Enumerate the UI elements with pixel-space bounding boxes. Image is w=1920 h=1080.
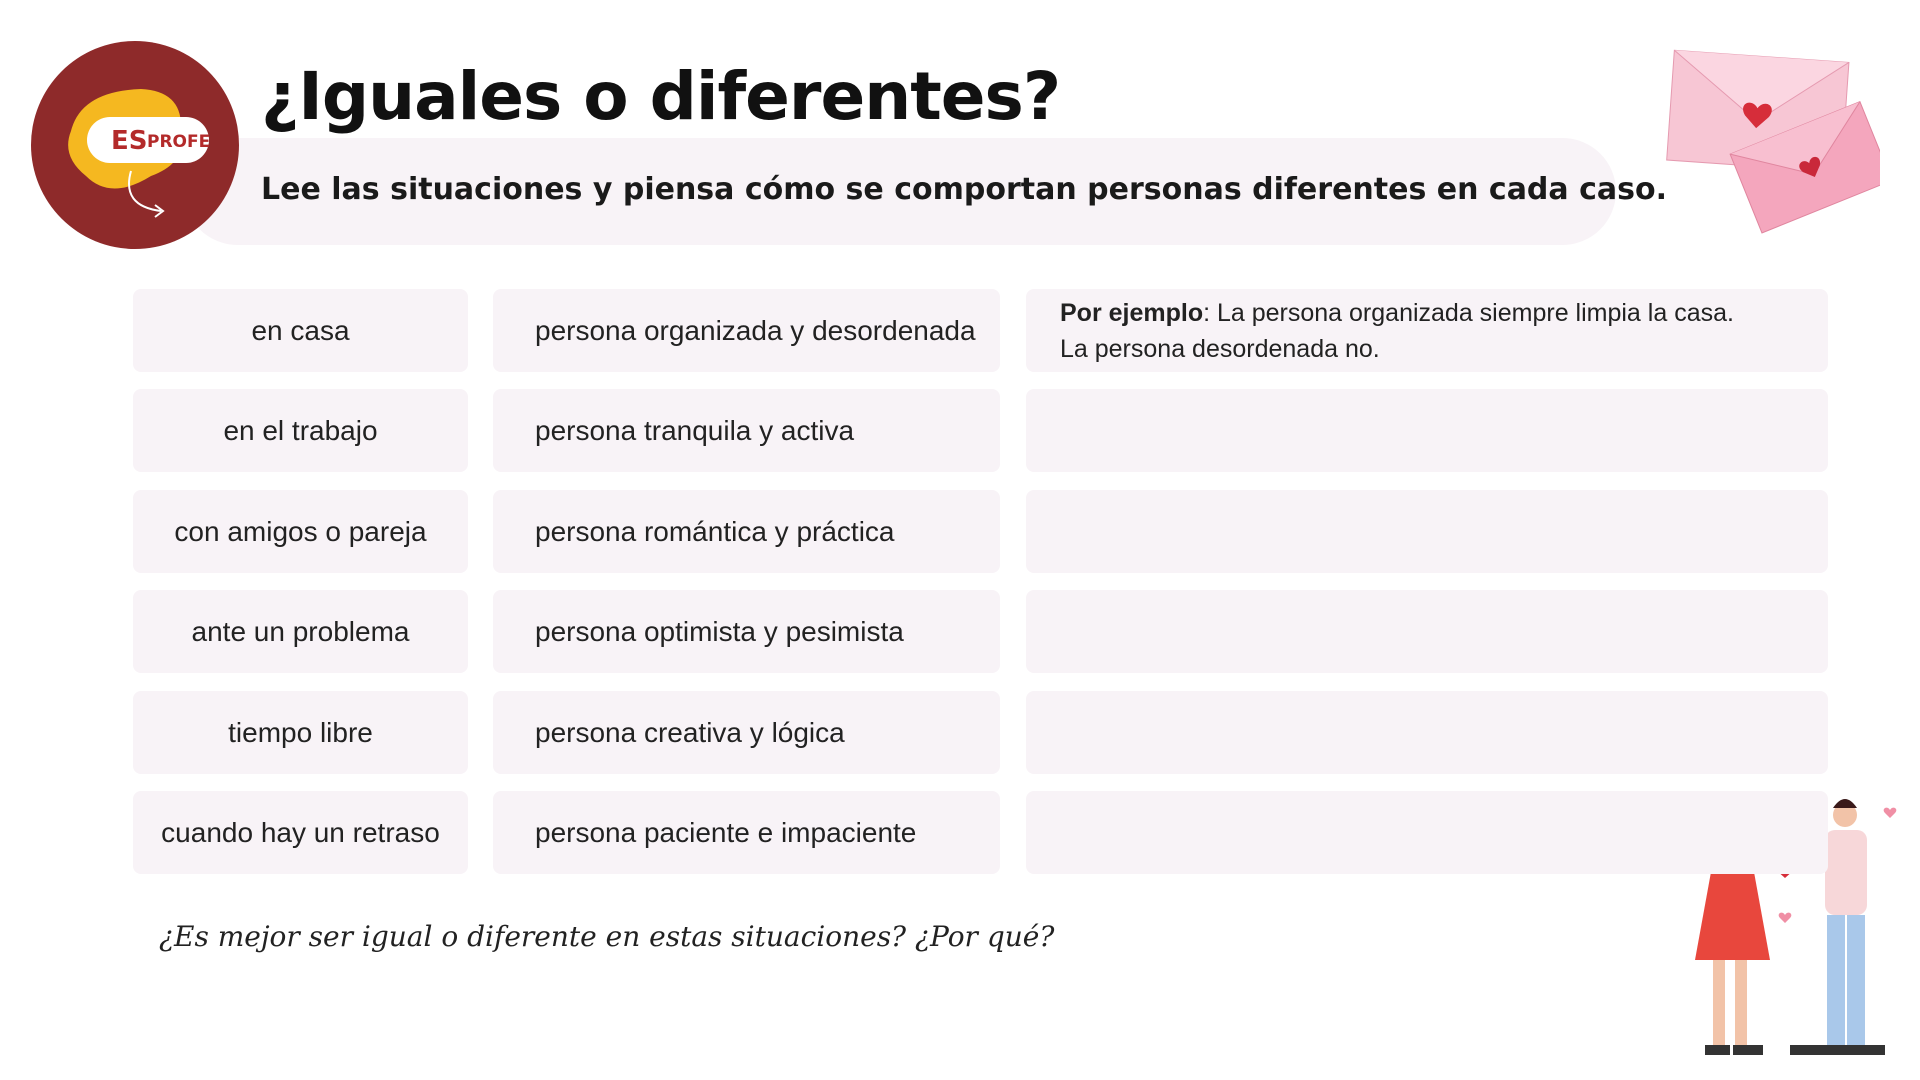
situation-cell: en el trabajo (133, 389, 468, 472)
example-line: Por ejemplo: La persona organizada siemp… (1060, 295, 1734, 331)
answer-cell (1026, 691, 1828, 774)
answer-cell: Por ejemplo: La persona organizada siemp… (1026, 289, 1828, 372)
situation-cell: en casa (133, 289, 468, 372)
persona-cell: persona romántica y práctica (493, 490, 1000, 573)
persona-cell: persona paciente e impaciente (493, 791, 1000, 874)
logo-profe: PROFE (147, 132, 210, 152)
title: ¿Iguales o diferentes? (261, 58, 1061, 135)
answer-cell (1026, 590, 1828, 673)
situation-cell: cuando hay un retraso (133, 791, 468, 874)
logo: ES PROFE (31, 41, 239, 249)
situation-cell: tiempo libre (133, 691, 468, 774)
answer-cell (1026, 791, 1828, 874)
subtitle-banner (184, 138, 1616, 245)
logo-es: ES (111, 126, 148, 156)
persona-cell: persona creativa y lógica (493, 691, 1000, 774)
subtitle: Lee las situaciones y piensa cómo se com… (261, 172, 1667, 207)
example-text: : La persona organizada siempre limpia l… (1203, 298, 1734, 327)
persona-cell: persona optimista y pesimista (493, 590, 1000, 673)
answer-cell (1026, 389, 1828, 472)
example-label: Por ejemplo (1060, 298, 1204, 327)
situation-cell: ante un problema (133, 590, 468, 673)
situation-cell: con amigos o pareja (133, 490, 468, 573)
persona-cell: persona organizada y desordenada (493, 289, 1000, 372)
persona-cell: persona tranquila y activa (493, 389, 1000, 472)
question: ¿Es mejor ser igual o diferente en estas… (159, 920, 1055, 953)
envelopes-illustration (1666, 49, 1880, 234)
answer-cell (1026, 490, 1828, 573)
example-line-2: La persona desordenada no. (1060, 334, 1380, 363)
